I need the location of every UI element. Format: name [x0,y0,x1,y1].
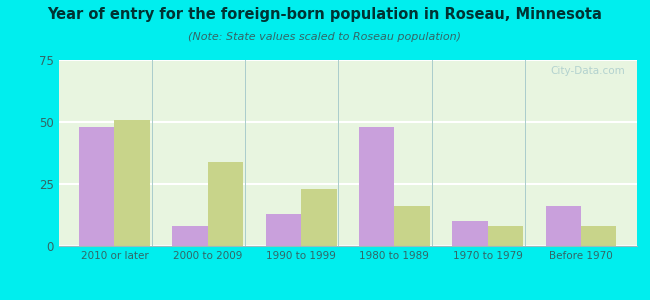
Bar [452,221,488,246]
Bar [359,127,395,246]
Bar [488,226,523,246]
Bar [395,206,430,246]
Bar [266,214,301,246]
Bar [545,206,581,246]
Bar [581,226,616,246]
Bar [79,127,114,246]
Bar [172,226,208,246]
Bar [208,162,243,246]
Bar [114,119,150,246]
Text: Year of entry for the foreign-born population in Roseau, Minnesota: Year of entry for the foreign-born popul… [47,8,603,22]
Text: City-Data.com: City-Data.com [551,66,625,76]
Bar [301,189,337,246]
Text: (Note: State values scaled to Roseau population): (Note: State values scaled to Roseau pop… [188,32,462,41]
